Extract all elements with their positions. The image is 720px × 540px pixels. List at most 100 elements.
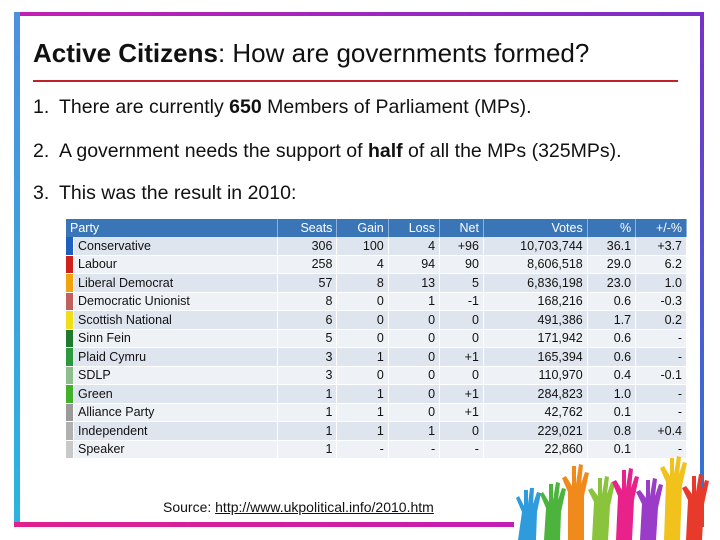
cell-gain: 8 xyxy=(336,273,389,293)
cell-votes: 171,942 xyxy=(483,329,588,348)
cell-votes: 168,216 xyxy=(483,292,588,311)
title-rest: : How are governments formed? xyxy=(217,38,590,68)
cell-change: +0.4 xyxy=(635,421,687,441)
cell-percent: 0.6 xyxy=(587,329,637,348)
source-link[interactable]: http://www.ukpolitical.info/2010.htm xyxy=(215,499,434,515)
cell-change: - xyxy=(635,403,687,422)
table-body: Conservative 306 100 4 +96 10,703,744 36.1 +3.7… xyxy=(66,237,687,459)
cell-seats: 1 xyxy=(277,403,338,422)
party-color-swatch xyxy=(66,440,74,459)
cell-votes: 165,394 xyxy=(483,347,588,367)
title-underline xyxy=(33,80,678,82)
raised-hands-icon xyxy=(516,456,709,540)
table-row: Alliance Party 1 1 0 +1 42,762 0.1- xyxy=(66,403,687,422)
header-gain: Gain xyxy=(336,219,389,237)
cell-change: 6.2 xyxy=(635,255,687,274)
cell-seats: 1 xyxy=(277,421,338,441)
cell-gain: 0 xyxy=(336,366,389,385)
cell-seats: 3 xyxy=(277,366,338,385)
cell-percent: 29.0 xyxy=(587,255,637,274)
party-color-swatch xyxy=(66,273,74,293)
cell-votes: 229,021 xyxy=(483,421,588,441)
cell-net: 0 xyxy=(439,366,484,385)
cell-net: 90 xyxy=(439,255,484,274)
header-net: Net xyxy=(439,219,484,237)
cell-seats: 57 xyxy=(277,273,338,293)
table-row: Liberal Democrat 57 8 13 5 6,836,198 23.0 1.0 xyxy=(66,273,687,293)
cell-percent: 1.7 xyxy=(587,310,637,330)
title-bold: Active Citizens xyxy=(33,38,218,68)
cell-gain: 1 xyxy=(336,403,389,422)
point-1: 1. There are currently 650 Members of Par… xyxy=(33,96,532,119)
cell-votes: 10,703,744 xyxy=(483,237,588,256)
table-row: Plaid Cymru 3 1 0 +1 165,394 0.6- xyxy=(66,347,687,367)
table-row: Sinn Fein 5 0 0 0 171,942 0.6- xyxy=(66,329,687,348)
point-text-bold: half xyxy=(367,140,403,162)
cell-net: 0 xyxy=(439,421,484,441)
header-change: +/-% xyxy=(635,219,687,237)
cell-net: +1 xyxy=(439,384,484,404)
slide-title: Active Citizens: How are governments for… xyxy=(33,38,589,69)
cell-loss: 1 xyxy=(388,421,441,441)
cell-loss: - xyxy=(388,440,441,459)
cell-percent: 0.1 xyxy=(587,403,637,422)
cell-net: - xyxy=(439,440,484,459)
cell-percent: 23.0 xyxy=(587,273,637,293)
party-color-swatch xyxy=(66,366,74,385)
cell-gain: 0 xyxy=(336,329,389,348)
cell-party: SDLP xyxy=(73,366,278,385)
cell-change: - xyxy=(635,384,687,404)
party-color-swatch xyxy=(66,347,74,367)
slide-frame-bottom xyxy=(14,522,514,527)
cell-votes: 491,386 xyxy=(483,310,588,330)
cell-percent: 0.6 xyxy=(587,292,637,311)
cell-party: Plaid Cymru xyxy=(73,347,278,367)
cell-party: Alliance Party xyxy=(73,403,278,422)
cell-votes: 6,836,198 xyxy=(483,273,588,293)
cell-loss: 0 xyxy=(388,366,441,385)
header-votes: Votes xyxy=(483,219,588,237)
table-row: SDLP 3 0 0 0 110,970 0.4 -0.1 xyxy=(66,366,687,385)
point-number: 2. xyxy=(33,140,50,162)
cell-gain: 1 xyxy=(336,347,389,367)
cell-net: 0 xyxy=(439,329,484,348)
cell-gain: 0 xyxy=(336,292,389,311)
cell-percent: 0.1 xyxy=(587,440,637,459)
cell-votes: 284,823 xyxy=(483,384,588,404)
table-row: Speaker 1- - -22,860 0.1- xyxy=(66,440,687,459)
cell-loss: 0 xyxy=(388,347,441,367)
cell-loss: 0 xyxy=(388,384,441,404)
cell-seats: 5 xyxy=(277,329,338,348)
cell-net: +1 xyxy=(439,347,484,367)
cell-loss: 4 xyxy=(388,237,441,256)
cell-percent: 36.1 xyxy=(587,237,637,256)
party-color-swatch xyxy=(66,403,74,422)
source-label: Source: xyxy=(163,499,216,515)
slide-frame-top xyxy=(14,12,704,16)
cell-votes: 8,606,518 xyxy=(483,255,588,274)
header-seats: Seats xyxy=(277,219,338,237)
cell-percent: 0.6 xyxy=(587,347,637,367)
point-text-after: Members of Parliament (MPs). xyxy=(261,96,532,118)
cell-net: +96 xyxy=(439,237,484,256)
cell-party: Green xyxy=(73,384,278,404)
party-color-swatch xyxy=(66,310,74,330)
point-2: 2. A government needs the support of half… xyxy=(33,140,622,163)
table-row: Democratic Unionist 8 0 1 -1 168,216 0.6 -0.3 xyxy=(66,292,687,311)
cell-percent: 1.0 xyxy=(587,384,637,404)
cell-gain: 0 xyxy=(336,310,389,330)
cell-loss: 0 xyxy=(388,403,441,422)
table-row: Green 1 1 0 +1 284,823 1.0- xyxy=(66,384,687,404)
cell-change: 0.2 xyxy=(635,310,687,330)
cell-gain: 1 xyxy=(336,384,389,404)
cell-loss: 0 xyxy=(388,329,441,348)
point-text-before: There are currently xyxy=(59,96,230,118)
party-color-swatch xyxy=(66,421,74,441)
cell-seats: 1 xyxy=(277,440,338,459)
cell-loss: 94 xyxy=(388,255,441,274)
cell-party: Scottish National xyxy=(73,310,278,330)
cell-net: 5 xyxy=(439,273,484,293)
cell-change: - xyxy=(635,347,687,367)
cell-change: - xyxy=(635,329,687,348)
cell-seats: 3 xyxy=(277,347,338,367)
